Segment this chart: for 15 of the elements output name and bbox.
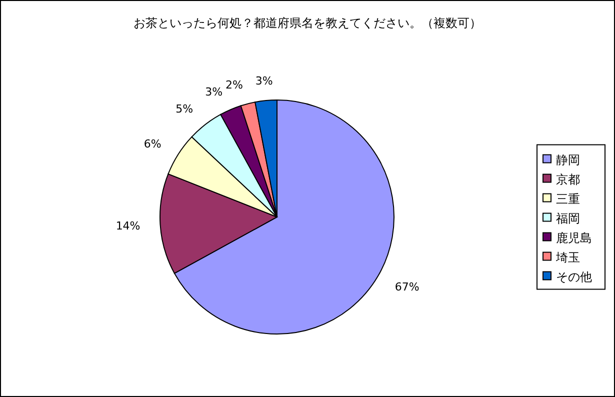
- legend-label: その他: [556, 270, 592, 284]
- legend-label: 福岡: [556, 211, 580, 226]
- legend-label: 静岡: [556, 152, 580, 167]
- data-label: 2%: [225, 78, 243, 92]
- data-label: 3%: [255, 74, 273, 88]
- data-label: 3%: [205, 85, 223, 98]
- legend-label: 埼玉: [555, 250, 580, 264]
- data-label: 67%: [394, 280, 420, 294]
- data-label: 14%: [116, 220, 140, 233]
- legend-label: 京都: [556, 172, 580, 186]
- legend-label: 鹿児島: [556, 230, 592, 245]
- legend-label: 三重: [556, 192, 580, 206]
- data-label: 6%: [144, 138, 162, 151]
- data-label: 5%: [176, 102, 194, 116]
- chart-title: お茶といったら何処？都道府県名を教えてください。（複数可）: [134, 16, 482, 30]
